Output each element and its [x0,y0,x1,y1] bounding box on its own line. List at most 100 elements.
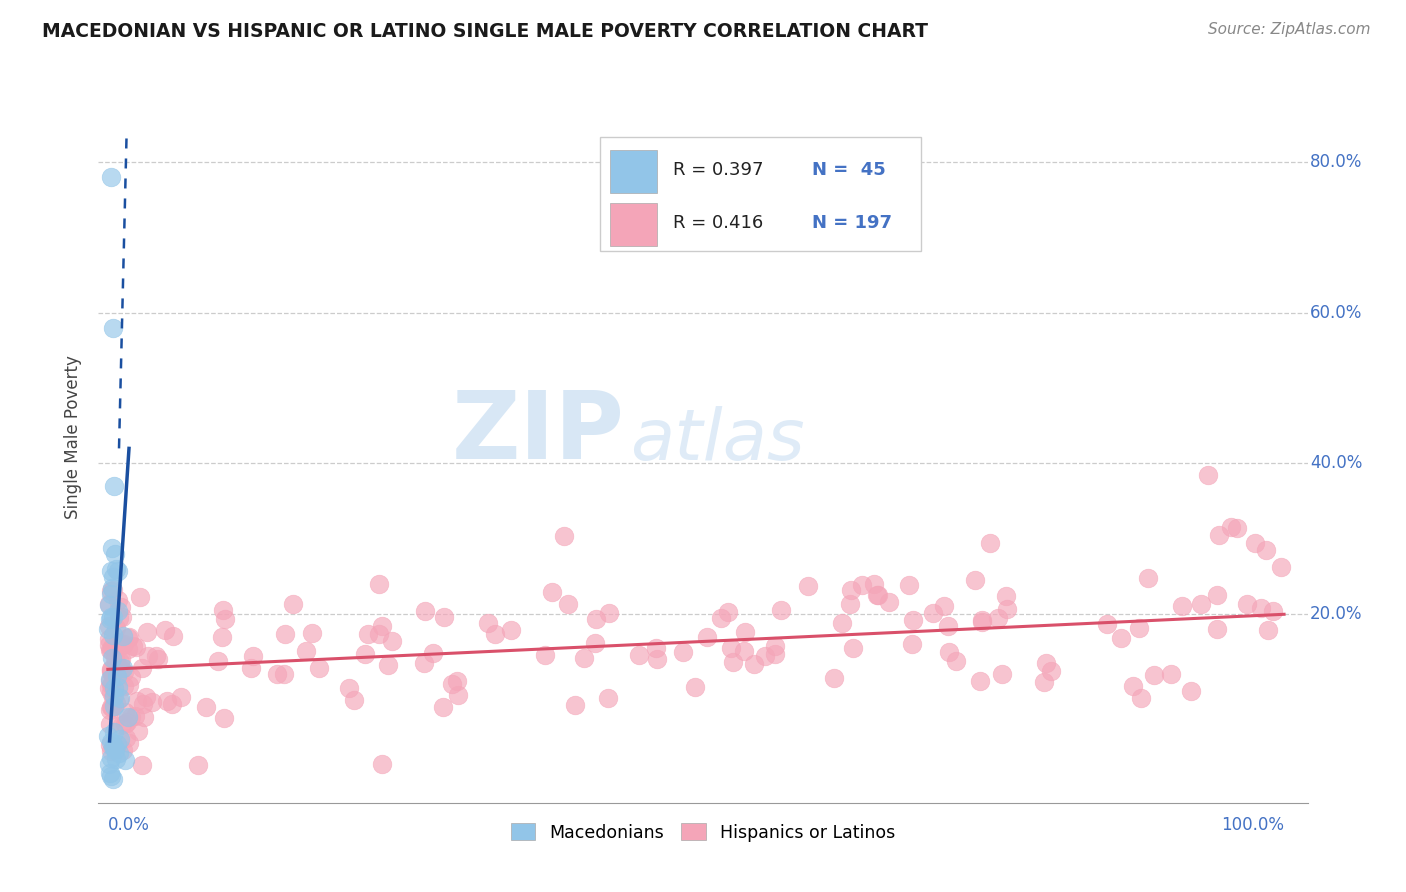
Point [98,643,121,657]
Point [214,612,236,626]
Point [162,629,184,643]
Point [1250,600,1272,615]
Point [100,642,122,657]
Point [117,631,139,645]
Point [103,690,125,704]
Point [101,699,124,714]
Point [723,655,745,669]
Point [97,730,120,744]
Point [979,536,1001,550]
Point [97,757,120,772]
Point [115,715,138,730]
Point [432,700,454,714]
Point [103,682,125,697]
Point [97,622,120,636]
Point [900,637,922,651]
Point [101,651,124,665]
Point [564,698,586,713]
Point [98,765,121,780]
Point [100,586,122,600]
Point [413,604,436,618]
Point [101,610,124,624]
Point [107,604,129,618]
Point [104,547,127,561]
Point [101,669,124,683]
Point [754,648,776,663]
Point [308,660,330,674]
Point [1219,519,1241,533]
Point [187,758,209,772]
Point [995,589,1018,603]
Point [98,672,121,686]
Point [100,565,122,579]
Point [105,737,128,751]
Point [207,654,229,668]
Point [100,662,122,676]
Point [120,710,142,724]
Point [274,627,297,641]
Point [763,639,786,653]
Point [108,611,131,625]
Point [114,705,136,719]
Point [110,691,132,706]
Point [117,710,139,724]
Text: 20.0%: 20.0% [1310,606,1362,624]
Point [103,724,125,739]
Point [117,736,139,750]
Point [112,665,135,679]
Point [101,541,124,555]
Point [114,753,136,767]
Point [104,651,127,665]
Point [127,724,149,739]
Point [101,628,124,642]
Point [1160,667,1182,681]
Point [295,644,318,658]
Point [170,690,193,705]
Text: N =  45: N = 45 [811,161,886,178]
Point [831,615,853,630]
Point [101,690,124,705]
Text: N = 197: N = 197 [811,214,891,232]
Point [117,641,139,656]
Point [145,648,167,663]
Point [484,627,506,641]
Point [100,735,122,749]
Point [1205,588,1227,602]
Point [108,660,131,674]
Point [156,693,179,707]
Point [596,690,619,705]
Point [107,593,129,607]
Point [101,772,124,786]
Point [148,652,170,666]
Point [98,597,121,611]
Point [922,606,945,620]
Point [1035,657,1057,671]
Point [720,640,742,655]
Point [111,638,134,652]
Point [841,640,863,655]
Point [583,636,606,650]
Point [115,731,138,745]
Point [132,709,155,723]
Point [107,680,129,694]
Point [124,708,146,723]
Point [1197,467,1219,482]
Point [839,597,862,611]
Text: MACEDONIAN VS HISPANIC OR LATINO SINGLE MALE POVERTY CORRELATION CHART: MACEDONIAN VS HISPANIC OR LATINO SINGLE … [42,22,928,41]
Point [103,698,125,713]
Point [970,613,993,627]
Point [627,648,650,663]
Point [239,661,262,675]
Point [111,610,134,624]
Point [1189,597,1212,611]
Point [98,612,121,626]
Point [447,689,470,703]
Point [645,652,668,666]
Point [769,603,792,617]
Point [877,595,900,609]
Point [98,619,121,633]
Point [103,739,125,753]
Point [132,697,155,711]
Point [107,634,129,648]
Point [412,656,434,670]
